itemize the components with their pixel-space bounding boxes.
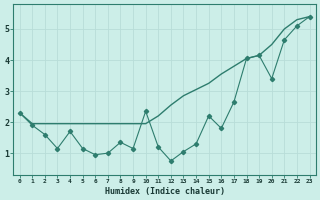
X-axis label: Humidex (Indice chaleur): Humidex (Indice chaleur) bbox=[105, 187, 225, 196]
